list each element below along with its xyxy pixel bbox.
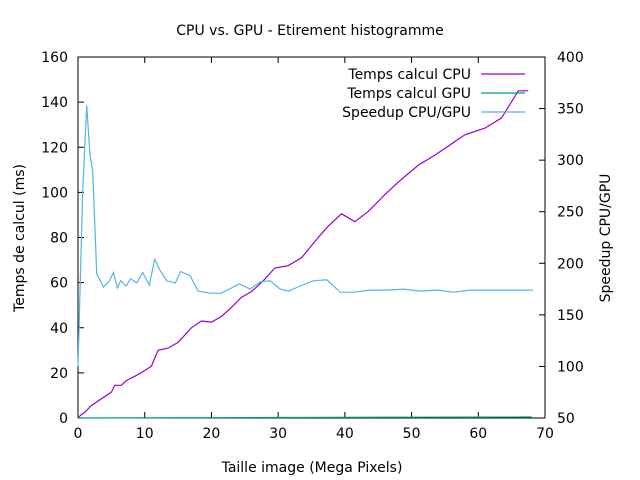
x-tick-label: 30 bbox=[269, 426, 287, 442]
y2-tick-label: 150 bbox=[557, 308, 584, 324]
y2-tick-label: 200 bbox=[557, 256, 584, 272]
y-tick-label: 100 bbox=[41, 185, 68, 201]
y-tick-label: 60 bbox=[50, 276, 68, 292]
y2-tick-label: 50 bbox=[557, 411, 575, 427]
y2-axis-ticks: 50 100 150 200 250 300 350 400 bbox=[539, 50, 584, 427]
x-tick-label: 50 bbox=[403, 426, 421, 442]
series-lines bbox=[77, 90, 533, 419]
y-axis-label: Temps de calcul (ms) bbox=[12, 164, 28, 313]
legend-label: Speedup CPU/GPU bbox=[342, 105, 471, 121]
x-tick-label: 20 bbox=[203, 426, 221, 442]
y-tick-label: 0 bbox=[59, 411, 68, 427]
y-tick-label: 160 bbox=[41, 50, 68, 66]
y-tick-label: 20 bbox=[50, 366, 68, 382]
y2-tick-label: 350 bbox=[557, 102, 584, 118]
series-line-1 bbox=[77, 90, 529, 419]
y2-tick-label: 300 bbox=[557, 153, 584, 169]
x-tick-label: 70 bbox=[536, 426, 554, 442]
x-tick-label: 40 bbox=[336, 426, 354, 442]
x-tick-label: 0 bbox=[74, 426, 83, 442]
y2-axis-label: Speedup CPU/GPU bbox=[598, 174, 614, 303]
x-axis-label: Taille image (Mega Pixels) bbox=[221, 460, 403, 476]
plot-frame bbox=[77, 56, 546, 419]
y2-tick-label: 100 bbox=[557, 359, 584, 375]
legend-label: Temps calcul GPU bbox=[346, 86, 471, 102]
legend: Temps calcul CPU Temps calcul GPU Speedup … bbox=[342, 67, 525, 121]
x-axis-ticks: 0 10 20 30 40 50 60 70 bbox=[74, 57, 554, 442]
plot-border bbox=[77, 56, 546, 419]
y-tick-label: 140 bbox=[41, 95, 68, 111]
y-axis-ticks: 0 20 40 60 80 100 120 140 160 bbox=[41, 50, 84, 427]
y2-tick-label: 400 bbox=[557, 50, 584, 66]
x-tick-label: 60 bbox=[469, 426, 487, 442]
legend-label: Temps calcul CPU bbox=[347, 67, 471, 83]
chart-title: CPU vs. GPU - Etirement histogramme bbox=[176, 23, 443, 39]
x-tick-label: 10 bbox=[136, 426, 154, 442]
y-tick-label: 80 bbox=[50, 231, 68, 247]
y-tick-label: 120 bbox=[41, 140, 68, 156]
series-line-3 bbox=[77, 105, 533, 367]
series-line-2 bbox=[77, 416, 532, 419]
y-tick-label: 40 bbox=[50, 321, 68, 337]
y2-tick-label: 250 bbox=[557, 205, 584, 221]
